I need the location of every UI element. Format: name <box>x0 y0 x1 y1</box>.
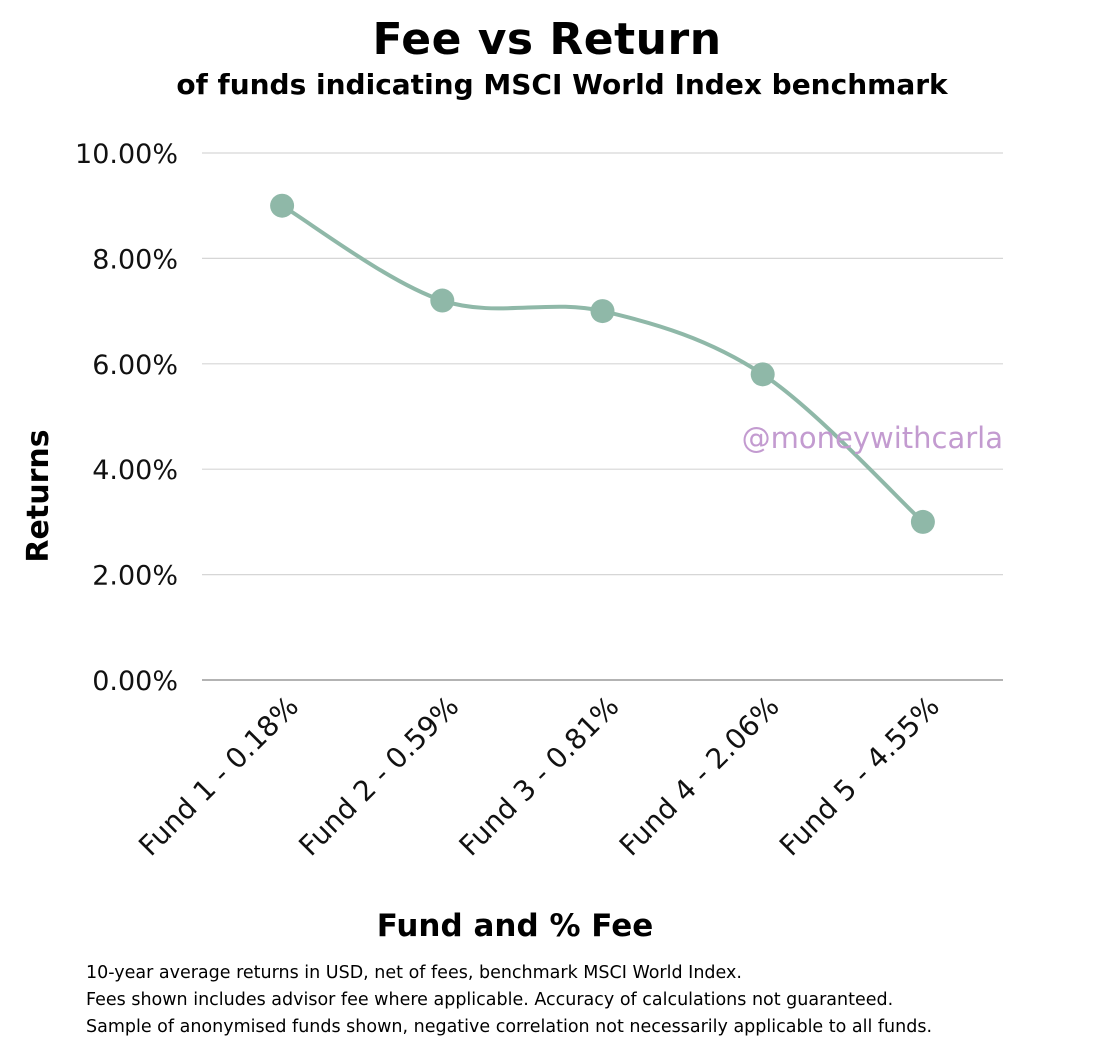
footnote-line: Fees shown includes advisor fee where ap… <box>86 990 894 1010</box>
y-tick-label: 4.00% <box>92 455 178 486</box>
y-tick-label: 10.00% <box>75 139 178 170</box>
data-point <box>270 193 295 218</box>
data-points <box>270 193 935 534</box>
y-tick-label: 2.00% <box>92 561 178 592</box>
y-axis-ticks: 0.00% 2.00% 4.00% 6.00% 8.00% 10.00% <box>75 139 178 697</box>
footnotes: 10-year average returns in USD, net of f… <box>86 960 1096 1041</box>
x-tick-label: Fund 3 - 0.81% <box>453 690 626 863</box>
y-tick-label: 8.00% <box>92 244 178 275</box>
chart-subtitle: of funds indicating MSCI World Index ben… <box>176 68 948 101</box>
x-axis-label: Fund and % Fee <box>376 908 654 944</box>
y-axis-label: Returns <box>21 429 56 562</box>
x-tick-label: Fund 4 - 2.06% <box>613 690 786 863</box>
footnote-line: 10-year average returns in USD, net of f… <box>86 963 742 983</box>
line-chart: 0.00% 2.00% 4.00% 6.00% 8.00% 10.00% Fund 1 -… <box>21 139 1003 863</box>
footnote-line: Sample of anonymised funds shown, negati… <box>86 1017 933 1037</box>
watermark-text: @moneywithcarla <box>742 421 1003 455</box>
data-point <box>910 509 935 534</box>
chart-title: Fee vs Return <box>372 14 722 65</box>
data-point <box>750 362 775 387</box>
data-point <box>590 299 615 324</box>
y-tick-label: 6.00% <box>92 350 178 381</box>
data-point <box>430 288 455 313</box>
x-tick-label: Fund 1 - 0.18% <box>132 690 305 863</box>
x-tick-label: Fund 2 - 0.59% <box>292 690 465 863</box>
x-axis-ticks: Fund 1 - 0.18%Fund 2 - 0.59%Fund 3 - 0.8… <box>132 690 946 863</box>
x-tick-label: Fund 5 - 4.55% <box>773 690 946 863</box>
y-tick-label: 0.00% <box>92 666 178 697</box>
